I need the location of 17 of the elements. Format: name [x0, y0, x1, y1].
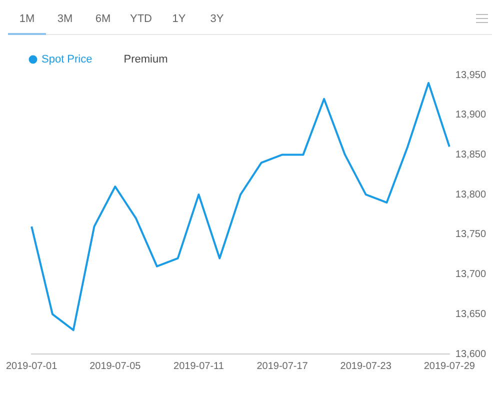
- x-tick-label: 2019-07-11: [174, 360, 224, 372]
- x-tick-label: 2019-07-01: [6, 360, 58, 372]
- y-tick-label: 13,950: [455, 70, 486, 81]
- x-tick-label: 2019-07-29: [424, 360, 476, 372]
- text: Premium: [124, 54, 168, 66]
- y-tick-label: 13,800: [455, 189, 486, 200]
- y-tick-label: 13,650: [455, 308, 486, 320]
- x-tick-label: 2019-07-05: [90, 360, 142, 372]
- range-tabs: 1M 3M 6M YTD 1Y 3Y: [8, 4, 492, 35]
- legend-label: Spot Price: [42, 54, 92, 66]
- y-tick-label: 13,700: [455, 269, 486, 280]
- y-tick-label: 13,750: [455, 229, 486, 240]
- y-tick-label: 13,850: [455, 149, 486, 160]
- x-tick-label: 2019-07-17: [256, 360, 308, 372]
- y-tick-label: 13,600: [455, 348, 486, 360]
- y-tick-label: 13,900: [455, 110, 486, 121]
- x-tick-label: 2019-07-23: [340, 360, 392, 372]
